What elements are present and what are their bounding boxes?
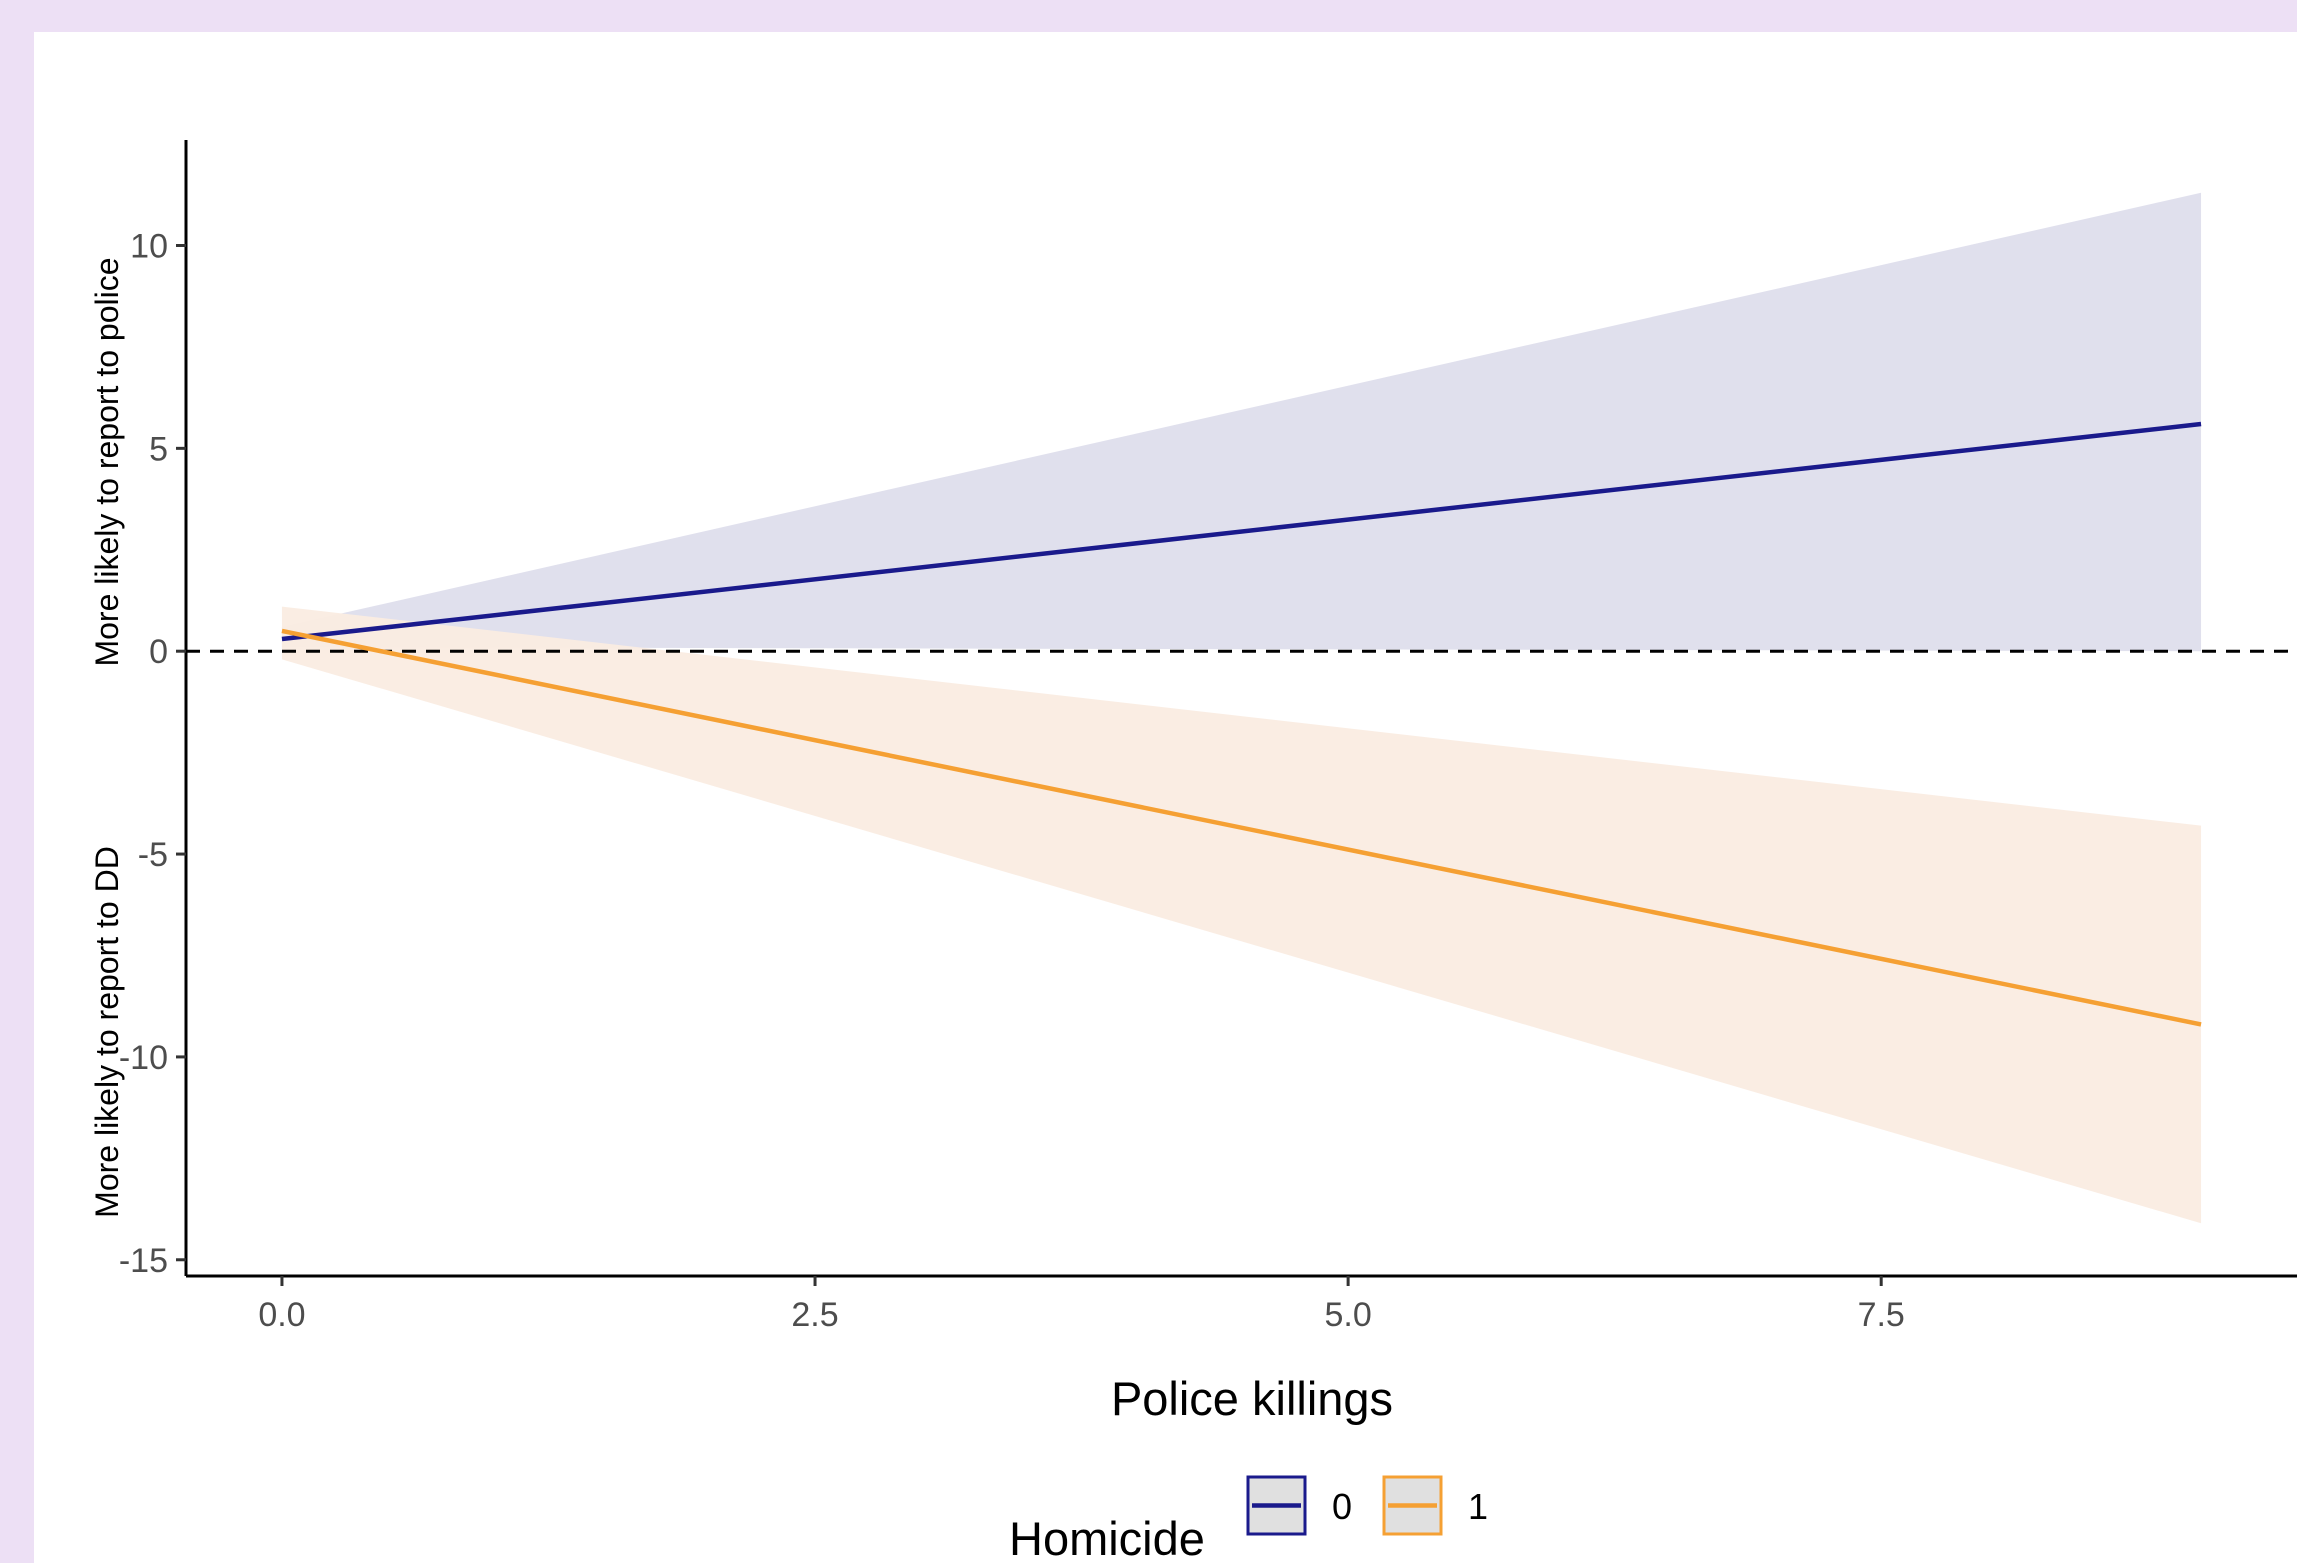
chart-panel: -15 -10 -5 0 5 10 0.0 2.5 5.0 7.5 Police killing… xyxy=(34,32,2297,1563)
y-tick-label: -10 xyxy=(119,1039,168,1077)
x-tick-label: 7.5 xyxy=(1858,1296,1905,1334)
legend-label-0: 0 xyxy=(1332,1486,1352,1527)
x-axis-ticks: 0.0 2.5 5.0 7.5 xyxy=(258,1276,1905,1334)
x-tick-label: 2.5 xyxy=(791,1296,838,1334)
x-axis-title: Police killings xyxy=(1111,1372,1393,1425)
confidence-ribbons xyxy=(281,192,2202,1224)
y-axis-ticks: -15 -10 -5 0 5 10 xyxy=(119,227,186,1280)
y-tick-label: 0 xyxy=(149,633,168,671)
y-axis-title-lower: More likely to report to DD xyxy=(89,846,125,1218)
y-axis-title-upper: More likely to report to police xyxy=(89,257,125,666)
legend-title: Homicide xyxy=(1009,1512,1205,1563)
line-series-0 xyxy=(281,421,2202,642)
x-tick-label: 5.0 xyxy=(1324,1296,1371,1334)
x-tick-label: 0.0 xyxy=(258,1296,305,1334)
legend-label-1: 1 xyxy=(1468,1486,1488,1527)
y-tick-label: 5 xyxy=(149,430,168,468)
y-tick-label: -5 xyxy=(138,836,168,874)
ribbon-series-1 xyxy=(281,606,2202,1224)
y-tick-label: -15 xyxy=(119,1242,168,1280)
line-series-1 xyxy=(281,628,2202,1027)
series-lines xyxy=(281,421,2202,1027)
ribbon-series-0 xyxy=(281,192,2202,652)
y-tick-label: 10 xyxy=(130,227,168,265)
